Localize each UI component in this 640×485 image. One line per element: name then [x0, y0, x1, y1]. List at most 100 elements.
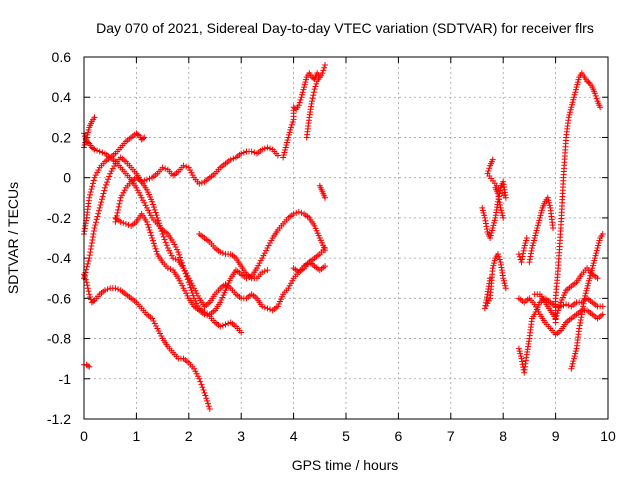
data-point: [92, 219, 99, 226]
data-point: [287, 124, 294, 131]
data-point: [84, 285, 91, 292]
data-point: [309, 95, 316, 102]
data-point: [104, 179, 111, 186]
series-1: [81, 130, 148, 237]
data-point: [497, 204, 504, 211]
data-point: [149, 237, 156, 244]
data-point: [570, 358, 577, 365]
data-point: [162, 239, 169, 246]
data-point: [95, 207, 102, 214]
data-point: [572, 89, 579, 96]
data-point: [534, 224, 541, 231]
data-point: [591, 90, 598, 97]
data-point: [316, 74, 323, 81]
data-point: [518, 259, 525, 266]
data-point: [567, 106, 574, 113]
data-point: [115, 206, 122, 213]
series-7: [112, 210, 245, 336]
y-axis-label: SDTVAR / TECUs: [5, 182, 21, 294]
data-point: [500, 214, 507, 221]
data-point: [568, 365, 575, 372]
data-point: [481, 305, 488, 312]
data-point: [568, 101, 575, 108]
data-point: [264, 305, 271, 312]
data-point: [88, 186, 95, 193]
data-point: [571, 91, 578, 98]
data-point: [85, 288, 92, 295]
data-point: [191, 285, 198, 292]
data-point: [180, 265, 187, 272]
data-point: [156, 222, 163, 229]
data-point: [519, 253, 526, 260]
data-point: [133, 184, 140, 191]
data-point: [589, 265, 596, 272]
data-point: [490, 222, 497, 229]
data-point: [189, 172, 196, 179]
data-point: [141, 177, 148, 184]
data-point: [531, 301, 538, 308]
data-point: [168, 252, 175, 259]
data-point: [530, 240, 537, 247]
data-point: [91, 114, 98, 121]
data-point: [151, 243, 158, 250]
data-point: [87, 189, 94, 196]
data-point: [261, 304, 268, 311]
data-point: [111, 163, 118, 170]
data-point: [572, 350, 579, 357]
data-point: [183, 290, 190, 297]
data-point: [86, 194, 93, 201]
data-point: [94, 147, 101, 154]
data-point: [483, 223, 490, 230]
data-point: [99, 193, 106, 200]
data-point: [170, 255, 177, 262]
data-point: [136, 189, 143, 196]
data-point: [569, 99, 576, 106]
data-point: [296, 99, 303, 106]
data-point: [121, 187, 128, 194]
data-point: [299, 91, 306, 98]
data-point: [515, 345, 522, 352]
data-point: [81, 141, 88, 148]
data-point: [297, 96, 304, 103]
data-point: [114, 209, 121, 216]
data-point: [302, 79, 309, 86]
data-point: [161, 236, 168, 243]
data-point: [481, 214, 488, 221]
data-point: [310, 92, 317, 99]
data-point: [298, 94, 305, 101]
data-point: [156, 220, 163, 227]
data-point: [152, 209, 159, 216]
data-point: [583, 287, 590, 294]
data-point: [300, 86, 307, 93]
y-tick-label: -1.2: [47, 411, 71, 427]
data-point: [86, 191, 93, 198]
data-point: [261, 250, 268, 257]
data-point: [150, 317, 157, 324]
data-point: [104, 286, 111, 293]
series-9: [280, 62, 329, 161]
data-point: [264, 267, 271, 274]
data-point: [90, 230, 97, 237]
data-point: [86, 291, 93, 298]
data-point: [295, 102, 302, 109]
data-point: [257, 257, 264, 264]
data-point: [496, 199, 503, 206]
data-point: [248, 148, 255, 155]
data-point: [546, 199, 553, 206]
data-point: [81, 272, 88, 279]
data-point: [149, 315, 156, 322]
data-point: [281, 149, 288, 156]
data-point: [181, 267, 188, 274]
data-point: [98, 199, 105, 206]
data-point: [578, 314, 585, 321]
data-point: [301, 84, 308, 91]
data-point: [298, 209, 305, 216]
data-point: [482, 220, 489, 227]
data-point: [534, 222, 541, 229]
data-point: [166, 247, 173, 254]
data-point: [94, 213, 101, 220]
data-point: [532, 232, 539, 239]
data-point: [284, 139, 291, 146]
data-point: [566, 111, 573, 118]
data-point: [92, 172, 99, 179]
